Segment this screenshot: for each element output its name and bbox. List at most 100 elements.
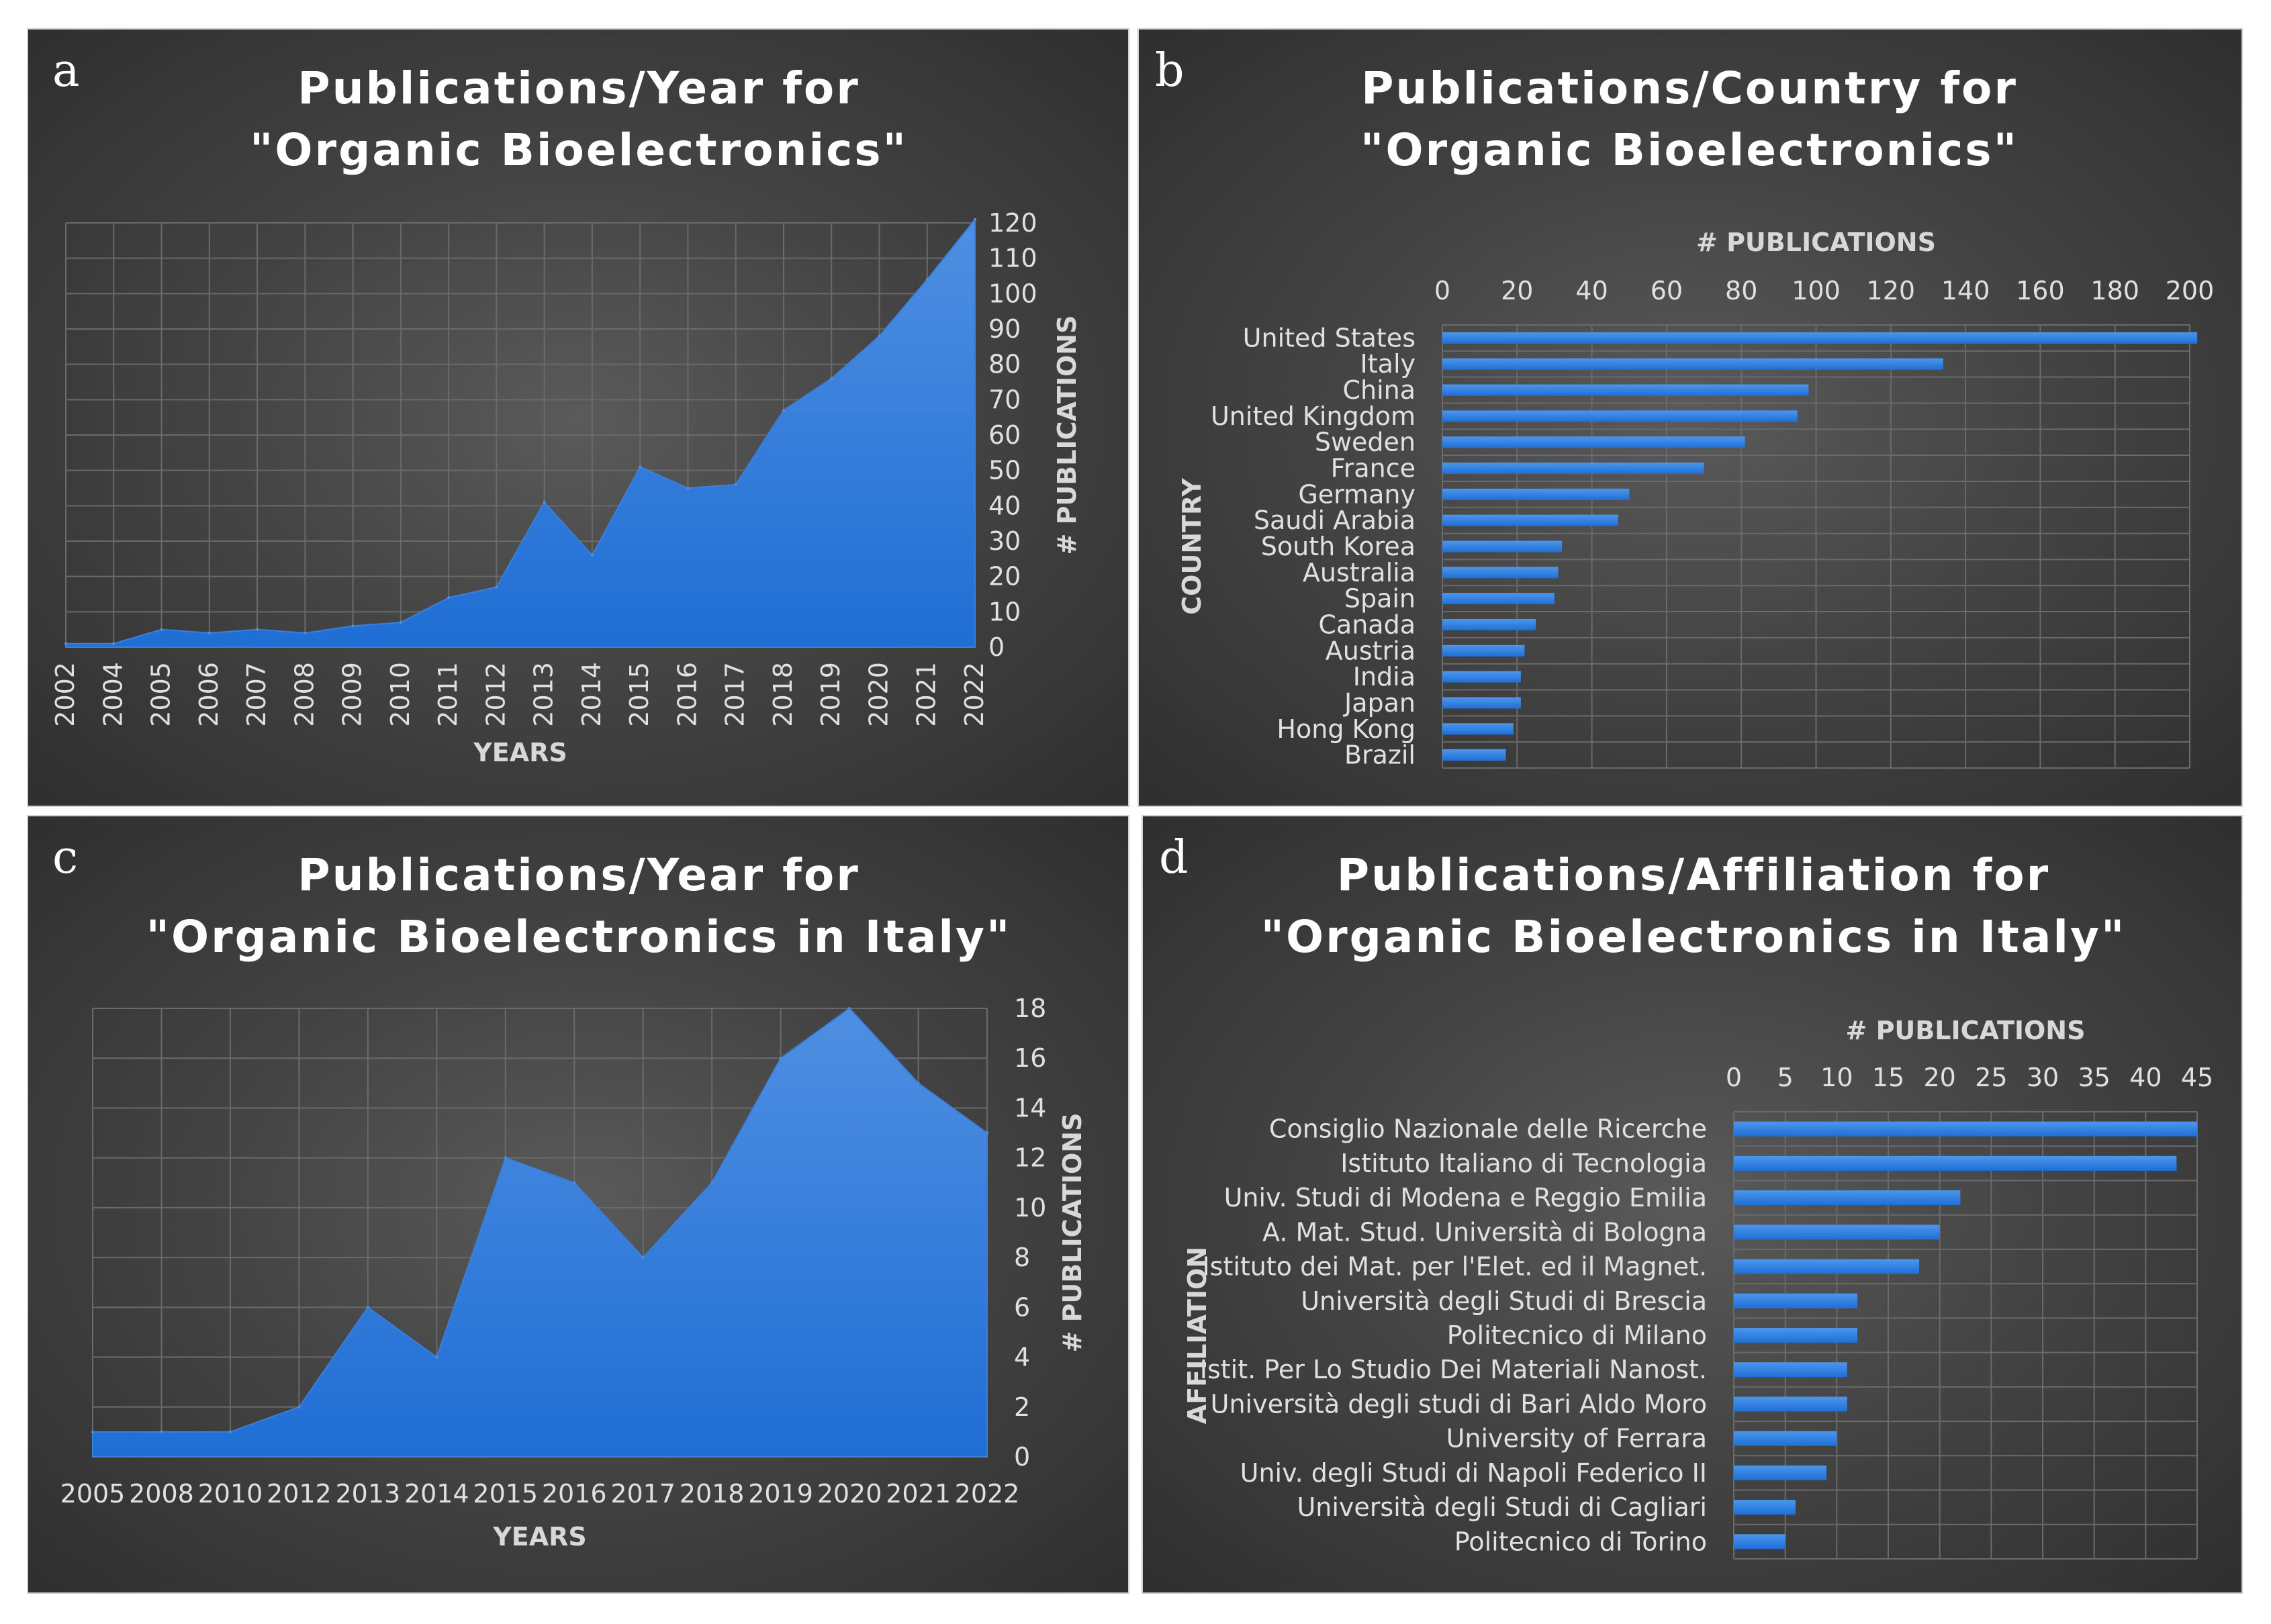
category-label: Univ. Studi di Modena e Reggio Emilia xyxy=(1224,1183,1707,1212)
x-tick-label: 2006 xyxy=(194,662,224,727)
x-tick-label: 2021 xyxy=(886,1479,951,1509)
bar xyxy=(1442,332,2198,344)
x-tick-label: 2022 xyxy=(960,662,989,727)
x-tick-label: 10 xyxy=(1820,1063,1853,1092)
y-axis-label: # PUBLICATIONS xyxy=(1052,316,1082,555)
category-label: Università degli Studi di Brescia xyxy=(1301,1286,1707,1316)
chart-panel-b: b Publications/Country for "Organic Bioel… xyxy=(1138,28,2243,807)
x-tick-label: 2017 xyxy=(610,1479,676,1509)
category-label: Istituto dei Mat. per l'Elet. ed il Magn… xyxy=(1202,1252,1707,1282)
bar xyxy=(1734,1259,1919,1274)
category-label: Università degli Studi di Cagliari xyxy=(1297,1492,1707,1522)
y-tick-label: 100 xyxy=(988,279,1037,308)
y-tick-label: 20 xyxy=(988,562,1021,591)
data-point xyxy=(297,1405,301,1408)
x-axis-label: # PUBLICATIONS xyxy=(1846,1016,2086,1045)
y-axis-label: AFFILIATION xyxy=(1183,1247,1212,1424)
bar xyxy=(1442,410,1798,422)
y-tick-label: 18 xyxy=(1014,994,1046,1023)
x-tick-label: 140 xyxy=(1941,276,1990,305)
category-label: University of Ferrara xyxy=(1446,1424,1707,1453)
bar xyxy=(1442,488,1630,500)
category-label: China xyxy=(1342,375,1416,405)
data-point xyxy=(256,628,259,631)
y-tick-label: 70 xyxy=(988,385,1021,414)
x-tick-label: 2007 xyxy=(242,662,271,727)
x-tick-label: 2015 xyxy=(624,662,654,727)
bar xyxy=(1734,1396,1847,1412)
panel-label: c xyxy=(52,831,79,884)
chart-title-line-1: Publications/Year for xyxy=(297,849,860,901)
area-series-publications xyxy=(65,217,976,648)
bar xyxy=(1442,697,1521,709)
x-tick-label: 2010 xyxy=(385,662,415,727)
bar xyxy=(1442,593,1555,605)
bar xyxy=(1442,436,1745,448)
chart-title-line-1: Publications/Year for xyxy=(297,62,860,114)
x-tick-label: 25 xyxy=(1975,1063,2007,1092)
data-point xyxy=(641,1256,645,1259)
bar xyxy=(1442,567,1559,579)
bar xyxy=(1734,1293,1857,1308)
chart-title-line-1: Publications/Affiliation for xyxy=(1337,849,2050,901)
y-tick-label: 40 xyxy=(988,491,1021,520)
x-tick-label: 2008 xyxy=(289,662,319,727)
data-point xyxy=(160,1430,163,1433)
area-series-publications xyxy=(92,1007,988,1458)
chart-publications-per-year-italy: Publications/Year for "Organic Bioelectro… xyxy=(60,849,1087,1551)
x-tick-label: 20 xyxy=(1923,1063,1955,1092)
data-point xyxy=(878,334,881,338)
x-tick-label: 2018 xyxy=(768,662,798,727)
bar xyxy=(1442,358,1943,370)
data-point xyxy=(351,624,355,628)
bar xyxy=(1442,514,1618,526)
x-tick-label: 40 xyxy=(2129,1063,2162,1092)
category-label: Istituto Italiano di Tecnologia xyxy=(1340,1149,1707,1178)
y-tick-label: 10 xyxy=(1014,1193,1046,1223)
x-tick-label: 2020 xyxy=(864,662,893,727)
data-point xyxy=(304,631,307,634)
y-tick-label: 10 xyxy=(988,597,1021,626)
category-label: Politecnico di Torino xyxy=(1454,1527,1707,1556)
bar xyxy=(1734,1190,1961,1206)
y-tick-label: 6 xyxy=(1014,1292,1030,1322)
chart-title-line-2: "Organic Bioelectronics" xyxy=(250,124,908,176)
data-point xyxy=(91,1430,94,1433)
x-tick-label: 160 xyxy=(2016,276,2065,305)
bar xyxy=(1734,1465,1826,1480)
data-point xyxy=(160,628,163,631)
data-point xyxy=(435,1355,438,1359)
category-label: A. Mat. Stud. Università di Bologna xyxy=(1262,1217,1707,1247)
data-point xyxy=(848,1007,851,1010)
data-point xyxy=(447,596,451,600)
x-tick-label: 2005 xyxy=(146,662,176,727)
x-tick-label: 180 xyxy=(2090,276,2139,305)
x-tick-label: 30 xyxy=(2027,1063,2059,1092)
y-tick-label: 80 xyxy=(988,350,1021,379)
bar xyxy=(1442,723,1514,735)
y-tick-label: 14 xyxy=(1014,1093,1046,1123)
x-tick-label: 2014 xyxy=(404,1479,469,1509)
chart-title-line-2: "Organic Bioelectronics" xyxy=(1360,124,2019,176)
panel-label: d xyxy=(1159,831,1189,884)
category-label: Istit. Per Lo Studio Dei Materiali Nanos… xyxy=(1200,1355,1707,1384)
data-point xyxy=(779,1057,782,1060)
y-tick-label: 0 xyxy=(988,632,1005,662)
category-label: Sweden xyxy=(1315,428,1416,457)
y-tick-label: 12 xyxy=(1014,1143,1046,1173)
data-point xyxy=(207,631,211,634)
category-label: France xyxy=(1331,454,1416,483)
category-label: South Korea xyxy=(1261,532,1416,561)
x-axis-label: YEARS xyxy=(473,738,567,767)
data-point xyxy=(925,278,929,281)
x-tick-label: 80 xyxy=(1725,276,1757,305)
bar xyxy=(1442,618,1536,630)
x-tick-label: 2013 xyxy=(335,1479,400,1509)
x-tick-label: 2009 xyxy=(338,662,367,727)
x-tick-label: 2012 xyxy=(481,662,510,727)
bar xyxy=(1734,1121,2197,1137)
x-tick-label: 100 xyxy=(1792,276,1841,305)
data-point xyxy=(917,1082,920,1085)
chart-panel-a: a Publications/Year for "Organic Bioelect… xyxy=(27,28,1129,807)
x-tick-label: 2020 xyxy=(817,1479,882,1509)
